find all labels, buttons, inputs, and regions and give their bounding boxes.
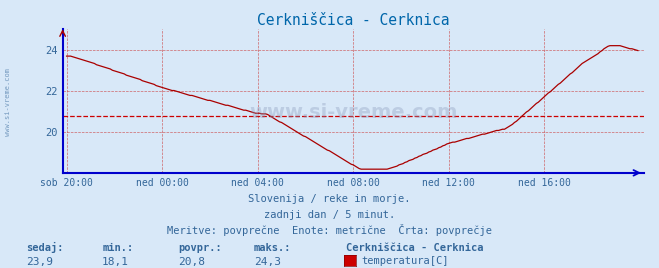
Text: www.si-vreme.com: www.si-vreme.com (5, 68, 11, 136)
Title: Cerkniščica - Cerknica: Cerkniščica - Cerknica (257, 13, 449, 28)
Text: 23,9: 23,9 (26, 257, 53, 267)
Text: 20,8: 20,8 (178, 257, 205, 267)
Text: Cerkniščica - Cerknica: Cerkniščica - Cerknica (346, 243, 484, 252)
Text: zadnji dan / 5 minut.: zadnji dan / 5 minut. (264, 210, 395, 220)
Text: 24,3: 24,3 (254, 257, 281, 267)
Text: maks.:: maks.: (254, 243, 291, 252)
Text: Slovenija / reke in morje.: Slovenija / reke in morje. (248, 194, 411, 204)
Text: min.:: min.: (102, 243, 133, 252)
Text: 18,1: 18,1 (102, 257, 129, 267)
Text: Meritve: povprečne  Enote: metrične  Črta: povprečje: Meritve: povprečne Enote: metrične Črta:… (167, 225, 492, 236)
Text: sedaj:: sedaj: (26, 241, 64, 252)
Text: povpr.:: povpr.: (178, 243, 221, 252)
Text: temperatura[C]: temperatura[C] (361, 256, 449, 266)
Text: www.si-vreme.com: www.si-vreme.com (249, 103, 457, 122)
